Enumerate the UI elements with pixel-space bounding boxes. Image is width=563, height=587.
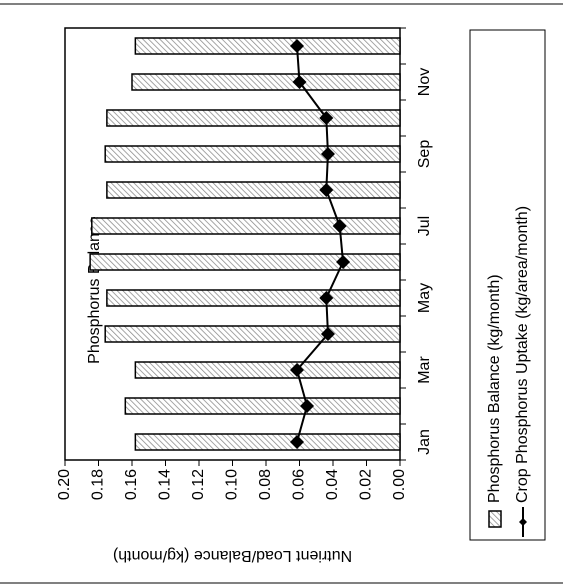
bar [104, 325, 401, 343]
y-tick-label: 0.00 [391, 469, 408, 500]
marker [289, 39, 304, 53]
bar [89, 253, 401, 271]
chart-body: Phosphorus Balance Nutrient Load/Balance … [0, 3, 563, 584]
legend-box [469, 29, 546, 541]
marker [332, 219, 347, 233]
y-tick-label: 0.08 [257, 469, 274, 500]
marker [319, 291, 334, 305]
marker [300, 399, 315, 413]
marker [319, 183, 334, 197]
x-tick-label: Sep [416, 140, 433, 169]
y-tick-label: 0.12 [190, 469, 207, 500]
bar [134, 433, 401, 451]
legend-label: Phosphorus Balance (kg/month) [486, 274, 503, 503]
y-tick-label: 0.18 [90, 469, 107, 500]
bar [134, 37, 401, 55]
bar [134, 361, 401, 379]
marker [292, 75, 307, 89]
marker [320, 147, 335, 161]
bar [131, 73, 401, 91]
bar [124, 397, 401, 415]
line [295, 45, 345, 443]
x-tick-label: May [416, 283, 433, 313]
chart-title: Phosphorus Balance [86, 216, 103, 364]
y-tick-label: 0.14 [157, 469, 174, 500]
y-tick-label: 0.10 [224, 469, 241, 500]
y-tick-label: 0.04 [324, 469, 341, 500]
y-tick-label: 0.20 [56, 469, 73, 500]
plot-area [64, 27, 401, 461]
x-tick-label: Jan [416, 429, 433, 455]
legend-marker [519, 518, 527, 526]
legend-swatch [488, 510, 502, 528]
y-tick-label: 0.16 [123, 469, 140, 500]
y-axis-label: Nutrient Load/Balance (kg/month) [113, 547, 352, 564]
marker [289, 363, 304, 377]
bar [106, 181, 401, 199]
legend-label: Crop Phosphorus Uptake (kg/area/month) [514, 206, 531, 503]
bar [91, 217, 401, 235]
bar [106, 289, 401, 307]
x-tick-label: Mar [416, 356, 433, 384]
marker [336, 255, 351, 269]
marker [319, 111, 334, 125]
x-tick-label: Jul [416, 216, 433, 236]
y-tick-label: 0.02 [358, 469, 375, 500]
x-tick-label: Nov [416, 68, 433, 96]
bar [104, 145, 401, 163]
y-tick-label: 0.06 [291, 469, 308, 500]
marker [289, 435, 304, 449]
bar [106, 109, 401, 127]
marker [320, 327, 335, 341]
